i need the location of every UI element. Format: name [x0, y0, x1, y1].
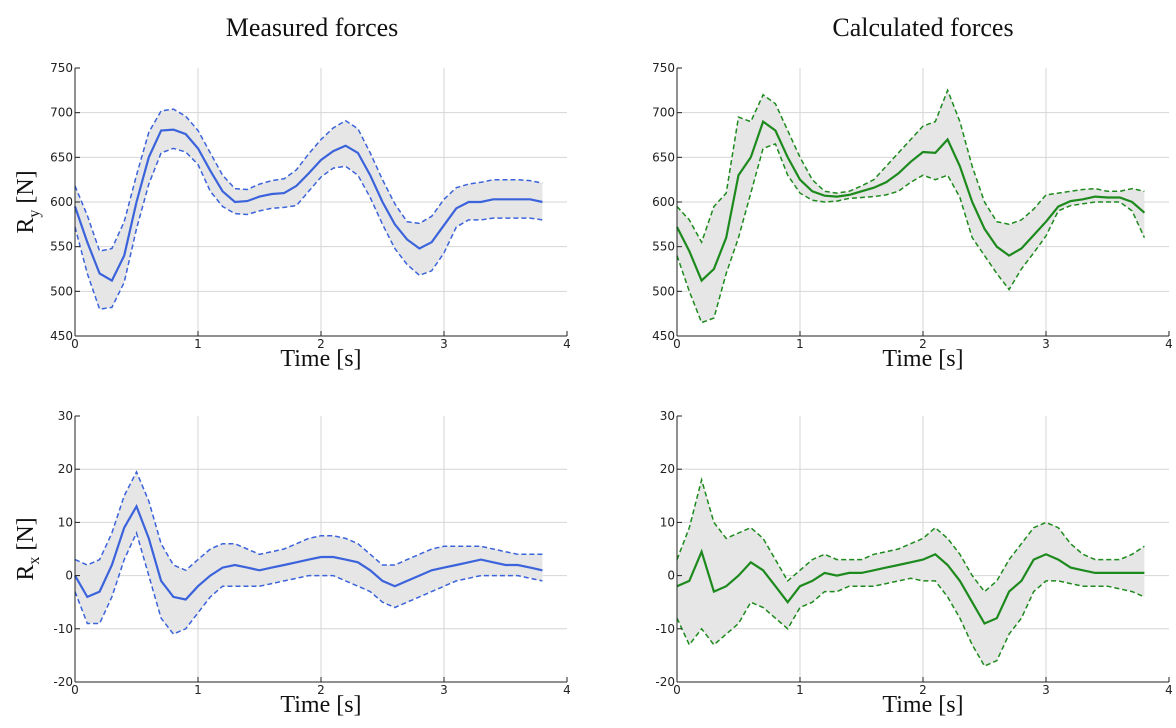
x-tick-label: 0 — [71, 337, 79, 351]
x-tick-label: 3 — [1042, 337, 1050, 351]
x-tick-label: 3 — [440, 337, 448, 351]
panel-calculated-rx: 0 1 2 3 4 -20 -10 0 10 20 30 Time [s] — [655, 409, 1172, 718]
y-tick-label: 0 — [65, 569, 73, 583]
x-tick-label: 1 — [796, 337, 804, 351]
mean-line — [676, 119, 1146, 283]
y-tick-label: 10 — [660, 515, 675, 529]
x-tick-label: 4 — [1165, 337, 1173, 351]
x-axis-label: Time [s] — [882, 692, 963, 718]
y-tick-label: 600 — [652, 195, 675, 209]
x-tick-label: 0 — [673, 683, 681, 697]
y-axis-label-subscript: y — [26, 210, 43, 218]
x-tick-label: 2 — [317, 337, 325, 351]
x-axis-label: Time [s] — [882, 346, 963, 372]
confidence-band — [677, 90, 1145, 323]
panel-calculated-ry: 0 1 2 3 4 450 500 550 600 650 700 750 Time [s] — [652, 61, 1173, 372]
x-tick-label: 2 — [919, 337, 927, 351]
y-tick-label: 550 — [50, 240, 73, 254]
y-tick-label: 500 — [652, 284, 675, 298]
y-tick-label: 750 — [50, 61, 73, 75]
right-column-title: Calculated forces — [832, 13, 1013, 42]
x-tick-label: 1 — [194, 683, 202, 697]
y-axis-label-subscript: x — [26, 557, 43, 565]
x-axis-label: Time [s] — [280, 346, 361, 372]
y-tick-label: 30 — [58, 409, 73, 423]
y-tick-label: 700 — [652, 106, 675, 120]
x-tick-label: 1 — [796, 683, 804, 697]
y-axis-label-unit: [N] — [13, 517, 39, 550]
y-tick-label: -20 — [53, 675, 73, 689]
confidence-band — [677, 479, 1145, 666]
y-tick-label: 650 — [50, 150, 73, 164]
y-tick-label: 500 — [50, 284, 73, 298]
y-tick-label: 450 — [50, 329, 73, 343]
panel-measured-rx: 0 1 2 3 4 -20 -10 0 10 20 30 Time [s] Rx [N] — [13, 409, 571, 718]
y-tick-label: 30 — [660, 409, 675, 423]
mean-line — [73, 128, 543, 283]
lower-bound-line — [74, 530, 543, 636]
x-tick-label: 0 — [673, 337, 681, 351]
mean-line — [74, 503, 543, 601]
x-tick-label: 1 — [194, 337, 202, 351]
confidence-band — [75, 471, 543, 635]
y-tick-label: 450 — [652, 329, 675, 343]
x-tick-label: 4 — [563, 683, 571, 697]
x-tick-label: 0 — [71, 683, 79, 697]
y-tick-label: -20 — [655, 675, 675, 689]
y-tick-label: 10 — [58, 515, 73, 529]
y-axis-label-symbol: R — [13, 565, 39, 581]
y-tick-label: 0 — [667, 569, 675, 583]
y-tick-label: -10 — [53, 622, 73, 636]
y-axis-label: Rx [N] — [13, 517, 43, 580]
y-tick-label: 700 — [50, 106, 73, 120]
confidence-band — [75, 109, 543, 310]
x-tick-label: 4 — [1165, 683, 1173, 697]
y-axis-label-unit: [N] — [13, 170, 39, 203]
y-axis-label: Ry [N] — [13, 170, 43, 233]
x-tick-label: 2 — [919, 683, 927, 697]
x-axis-label: Time [s] — [280, 692, 361, 718]
x-tick-label: 2 — [317, 683, 325, 697]
lower-bound-line — [74, 147, 543, 311]
y-axis-label-symbol: R — [13, 218, 39, 234]
x-tick-label: 4 — [563, 337, 571, 351]
upper-bound-line — [676, 476, 1145, 593]
y-tick-label: 20 — [58, 462, 73, 476]
y-tick-label: -10 — [655, 622, 675, 636]
x-tick-label: 3 — [440, 683, 448, 697]
y-tick-label: 750 — [652, 61, 675, 75]
upper-bound-line — [74, 108, 543, 252]
mean-line — [676, 548, 1145, 625]
upper-bound-line — [74, 470, 543, 572]
panel-measured-ry: 0 1 2 3 4 450 500 550 600 650 700 750 Time [s] Ry [N] — [13, 61, 571, 372]
y-tick-label: 650 — [652, 150, 675, 164]
left-column-title: Measured forces — [226, 13, 399, 42]
y-tick-label: 600 — [50, 195, 73, 209]
x-tick-label: 3 — [1042, 683, 1050, 697]
upper-bound-line — [676, 88, 1145, 245]
lower-bound-line — [676, 577, 1145, 667]
y-tick-label: 550 — [652, 240, 675, 254]
y-tick-label: 20 — [660, 462, 675, 476]
